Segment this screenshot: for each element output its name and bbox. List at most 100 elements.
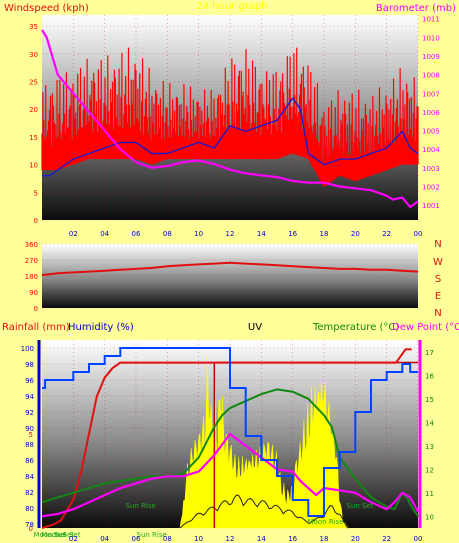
barometer-axis-title: Barometer (mb) — [376, 3, 456, 14]
temperature-tick: 13 — [425, 443, 434, 451]
x-tick-label: 22 — [382, 230, 391, 238]
x-tick-label: 06 — [132, 535, 141, 543]
x-tick-label: 18 — [320, 230, 329, 238]
barometer-tick: 1008 — [422, 72, 440, 80]
wind-direction-line — [41, 261, 419, 277]
humidity-tick: 90 — [25, 425, 34, 433]
windspeed-tick: 15 — [29, 134, 38, 142]
x-tick-label: 20 — [351, 535, 360, 543]
windspeed-tick-labels: 0 5 10 15 20 25 30 35 — [29, 23, 38, 225]
x-tick-label: 00 — [414, 230, 423, 238]
x-tick-label: 02 — [69, 230, 78, 238]
direction-tick: 180 — [25, 273, 38, 281]
direction-tick-labels: 0 90 180 270 360 — [25, 241, 38, 313]
windspeed-axis-title: Windspeed (kph) — [4, 3, 89, 14]
rain-tick: 0 — [29, 525, 33, 533]
barometer-tick: 1001 — [422, 202, 440, 210]
temperature-tick: 10 — [425, 513, 434, 521]
barometer-series — [41, 29, 419, 209]
barometer-tick: 1011 — [422, 16, 440, 24]
temperature-tick: 15 — [425, 396, 434, 404]
x-tick-label: 14 — [257, 535, 266, 543]
humidity-axis-title: Humidity (%) — [68, 322, 134, 333]
event-label: Sun Set — [54, 531, 81, 539]
x-tick-label: 08 — [163, 535, 172, 543]
wind-average-line — [42, 97, 419, 177]
solar-series — [179, 494, 350, 529]
x-tick-label: 08 — [163, 230, 172, 238]
temperature-tick: 11 — [425, 490, 434, 498]
barometer-tick: 1010 — [422, 34, 440, 42]
humidity-tick: 100 — [21, 345, 34, 353]
temperature-axis-title: Temperature (°C) — [312, 322, 399, 333]
x-tick-label: 10 — [194, 230, 203, 238]
graph-title: 24 hour graph — [196, 1, 267, 12]
uv-axis-title: UV — [248, 322, 262, 333]
x-tick-label: 16 — [288, 535, 297, 543]
x-tick-label: 20 — [351, 230, 360, 238]
rain-series — [41, 348, 412, 529]
humidity-series — [42, 347, 418, 517]
wind-barometer-panel: Windspeed (kph) 24 hour graph Barometer … — [4, 1, 456, 238]
direction-tick: 0 — [34, 305, 38, 313]
x-tick-label: 04 — [100, 230, 109, 238]
x-tick-label: 16 — [288, 230, 297, 238]
temperature-tick: 17 — [425, 349, 434, 357]
direction-tick: 360 — [25, 241, 38, 249]
rain-line — [41, 348, 412, 529]
humidity-tick: 78 — [25, 521, 34, 529]
rain-tick-labels: 05 — [29, 431, 33, 533]
rain-humidity-temp-panel: Rainfall (mm) Humidity (%) UV Temperatur… — [2, 322, 459, 543]
windspeed-tick: 20 — [29, 106, 38, 114]
temperature-tick: 16 — [425, 372, 434, 380]
x-tick-label: 12 — [226, 535, 235, 543]
bottom-x-tick-labels: 02 04 06 08 10 12 14 16 18 20 22 00 — [69, 535, 423, 543]
barometer-tick: 1007 — [422, 90, 440, 98]
compass-letter-n: N — [434, 239, 441, 250]
windspeed-tick: 10 — [29, 162, 38, 170]
humidity-tick: 92 — [25, 409, 34, 417]
compass-letter-e: E — [435, 291, 441, 302]
barometer-tick: 1002 — [422, 183, 440, 191]
compass-letter-w: W — [433, 257, 443, 268]
temperature-tick: 12 — [425, 466, 434, 474]
windspeed-tick: 35 — [29, 23, 38, 31]
wind-direction-series — [41, 261, 419, 277]
windspeed-tick: 5 — [34, 189, 38, 197]
event-label: Sun Rise — [126, 502, 156, 510]
uv-area — [179, 355, 350, 529]
dewpoint-axis-title: Dew Point (°C) — [392, 322, 459, 333]
direction-gridlines — [42, 243, 418, 309]
barometer-tick-labels: 1001 1002 1003 1004 1005 1006 1007 1008 1009 1010… — [422, 16, 440, 210]
event-label: Moon Set — [41, 531, 74, 539]
humidity-tick: 86 — [25, 457, 34, 465]
x-tick-label: 06 — [132, 230, 141, 238]
wind-average-series — [42, 97, 419, 177]
barometer-tick: 1009 — [422, 53, 440, 61]
humidity-tick: 80 — [25, 505, 34, 513]
barometer-tick: 1004 — [422, 146, 440, 154]
direction-tick: 270 — [25, 257, 38, 265]
windspeed-tick: 0 — [34, 217, 38, 225]
rainfall-axis-title: Rainfall (mm) — [2, 322, 70, 333]
barometer-tick: 1006 — [422, 109, 440, 117]
direction-tick: 90 — [29, 289, 38, 297]
humidity-tick: 98 — [25, 361, 34, 369]
event-label: Moon Rise — [308, 518, 344, 526]
rain-tick: 5 — [29, 431, 33, 439]
x-tick-label: 04 — [100, 535, 109, 543]
top-x-tick-labels: 02 04 06 08 10 12 14 16 18 20 22 00 — [69, 230, 423, 238]
compass-letter-n: N — [434, 308, 441, 319]
x-tick-label: 02 — [69, 535, 78, 543]
windspeed-tick: 25 — [29, 78, 38, 86]
x-tick-label: 12 — [226, 230, 235, 238]
humidity-tick: 82 — [25, 489, 34, 497]
x-tick-label: 18 — [320, 535, 329, 543]
event-label: Sun Set — [347, 502, 374, 510]
x-tick-label: 14 — [257, 230, 266, 238]
humidity-tick-labels: 78 80 82 84 86 88 90 92 94 96 98 100 — [21, 345, 35, 529]
temperature-tick: 14 — [425, 419, 434, 427]
wind-gust-series — [41, 47, 419, 187]
